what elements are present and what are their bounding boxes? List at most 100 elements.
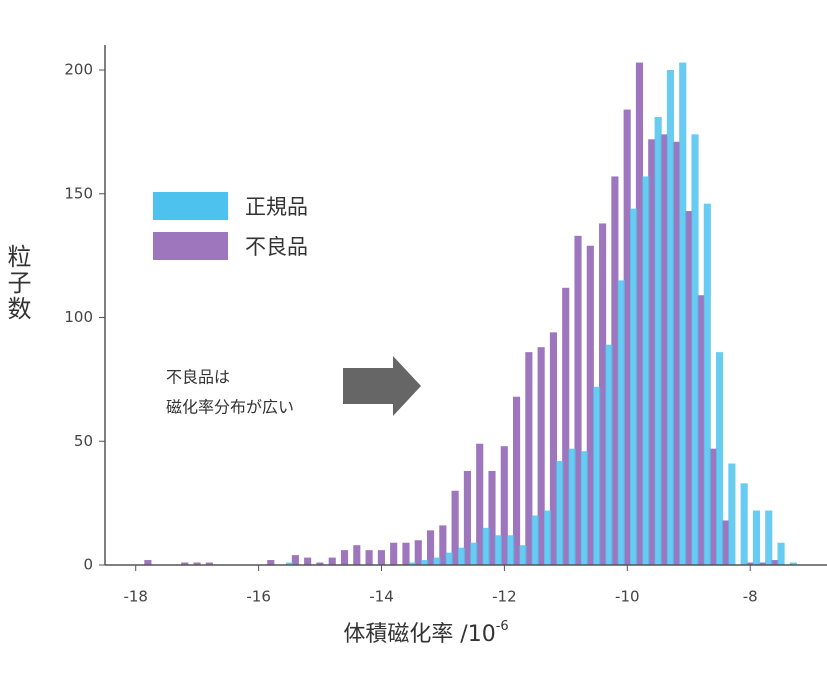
bar — [519, 545, 527, 565]
y-axis-label: 粒子数 — [3, 244, 31, 322]
bar — [439, 525, 447, 565]
bar — [408, 562, 416, 565]
bar — [525, 352, 533, 565]
arrow — [343, 356, 421, 416]
x-tick-label: -14 — [369, 588, 394, 606]
bar — [316, 562, 324, 565]
bar — [402, 542, 410, 565]
bar — [660, 134, 668, 565]
bar — [728, 463, 736, 565]
bar — [476, 443, 484, 565]
bar — [593, 386, 601, 565]
y-tick-label: 50 — [74, 432, 93, 450]
bar — [623, 109, 631, 565]
x-tick-label: -12 — [492, 588, 517, 606]
bar — [340, 550, 349, 565]
bar — [304, 557, 312, 565]
bar — [390, 542, 398, 565]
bar — [365, 550, 373, 565]
bar — [777, 542, 785, 565]
bar — [205, 562, 213, 565]
bar — [181, 562, 189, 565]
bar — [617, 280, 625, 565]
x-tick-label: -18 — [123, 588, 148, 606]
bar — [679, 62, 687, 565]
bar — [703, 203, 711, 565]
y-tick-label: 100 — [64, 308, 93, 326]
y-tick-label: 0 — [83, 556, 93, 574]
bar — [697, 295, 705, 565]
x-tick-label: -8 — [743, 588, 758, 606]
bar — [144, 560, 152, 565]
bar — [531, 515, 539, 565]
bar — [685, 211, 693, 565]
bar — [758, 562, 766, 565]
bar — [642, 176, 650, 566]
annotation: 不良品は — [166, 368, 230, 387]
bar — [426, 530, 435, 565]
x-axis-label-text: 体積磁化率 /10 — [343, 622, 495, 647]
bar — [648, 139, 656, 566]
legend-swatch — [153, 232, 228, 260]
bar — [291, 555, 299, 565]
bar — [580, 451, 588, 565]
bar — [635, 62, 644, 565]
bar — [549, 332, 558, 565]
bar — [556, 461, 564, 565]
legend-label: 不良品 — [245, 235, 308, 259]
bar — [267, 560, 275, 565]
bar — [451, 490, 459, 565]
bar — [574, 235, 582, 565]
bar — [445, 552, 453, 565]
x-tick-label: -10 — [615, 588, 640, 606]
bar — [328, 557, 336, 565]
bar — [599, 223, 607, 565]
bar — [568, 448, 576, 565]
bar — [513, 396, 521, 565]
bar — [740, 483, 748, 565]
y-tick-label: 200 — [64, 61, 93, 79]
bar — [709, 448, 717, 565]
bar — [470, 542, 478, 565]
bar — [586, 245, 594, 565]
bar — [716, 352, 724, 565]
bar — [537, 347, 545, 565]
bar — [746, 562, 754, 565]
bar — [494, 535, 502, 565]
bar — [771, 560, 779, 565]
bar — [605, 344, 613, 565]
bar — [285, 562, 294, 565]
annotation: 磁化率分布が広い — [166, 398, 294, 417]
bar — [507, 535, 515, 565]
bar — [463, 470, 471, 565]
x-tick-label: -16 — [246, 588, 271, 606]
y-tick-label: 150 — [64, 184, 93, 202]
x-axis-label-exponent: -6 — [496, 619, 509, 634]
bar — [421, 560, 429, 565]
bar — [666, 70, 674, 565]
bar — [433, 557, 441, 565]
bar — [562, 287, 570, 565]
bar — [654, 117, 662, 566]
bar — [691, 134, 699, 565]
x-axis-label: 体積磁化率 /10-6 — [343, 619, 508, 648]
legend-label: 正規品 — [245, 195, 308, 219]
bar — [543, 510, 552, 565]
bar — [457, 547, 466, 565]
bar — [789, 562, 797, 565]
bar — [482, 527, 490, 565]
bar — [377, 550, 385, 565]
bar — [500, 446, 508, 565]
bar — [414, 540, 422, 565]
legend-swatch — [153, 192, 228, 220]
bar — [672, 141, 680, 565]
bar — [353, 545, 361, 565]
bar — [630, 208, 638, 565]
bar — [488, 470, 496, 565]
bar — [765, 510, 773, 565]
bar — [611, 176, 619, 566]
bar — [752, 510, 761, 565]
bar — [721, 520, 730, 565]
bar — [193, 562, 201, 565]
